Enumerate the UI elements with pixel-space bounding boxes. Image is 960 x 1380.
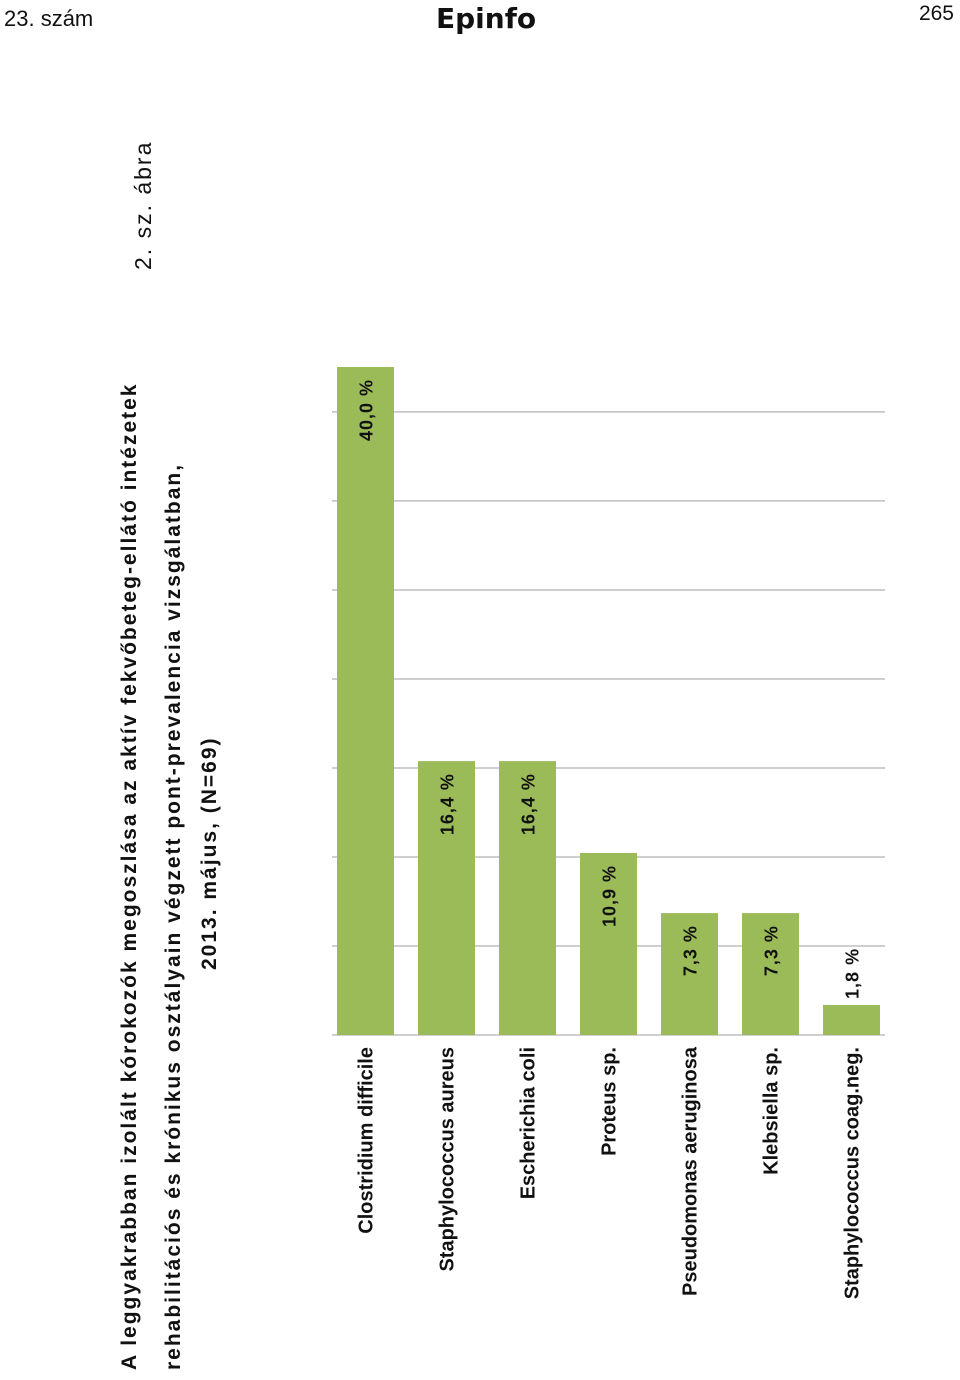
data-label: 7,3 % xyxy=(681,925,701,976)
category-label: Staphylococcus coag.neg. xyxy=(842,1047,864,1299)
data-label: 10,9 % xyxy=(600,865,620,927)
category-label: Proteus sp. xyxy=(599,1047,621,1156)
issue-number: 23. szám xyxy=(4,6,94,31)
data-label: 1,8 % xyxy=(843,948,863,999)
data-label: 16,4 % xyxy=(438,773,458,835)
category-label: Staphylococcus aureus xyxy=(437,1047,459,1272)
bar-2 xyxy=(418,761,475,1035)
bar-4 xyxy=(580,852,637,1035)
bar-7 xyxy=(823,1004,880,1035)
epinfo-logo: Epinfo xyxy=(436,2,537,35)
figure-block: 2. sz. ábra A leggyakrabban izolált kóro… xyxy=(100,110,900,1380)
category-label: Clostridium difficile xyxy=(356,1047,378,1234)
bar-chart: Clostridium difficile 40,0 % Staphylococcu… xyxy=(332,367,885,1299)
category-label: Pseudomonas aeruginosa xyxy=(680,1046,702,1296)
bar-6 xyxy=(742,913,799,1035)
category-label: Klebsiella sp. xyxy=(761,1047,783,1175)
bar-5 xyxy=(661,913,718,1035)
category-label: Escherichia coli xyxy=(518,1047,540,1199)
bar-3 xyxy=(499,761,556,1035)
data-label: 40,0 % xyxy=(357,379,377,441)
bar-1 xyxy=(337,367,394,1035)
page-number: 265 xyxy=(918,2,954,25)
data-label: 16,4 % xyxy=(519,773,539,835)
data-label: 7,3 % xyxy=(762,925,782,976)
